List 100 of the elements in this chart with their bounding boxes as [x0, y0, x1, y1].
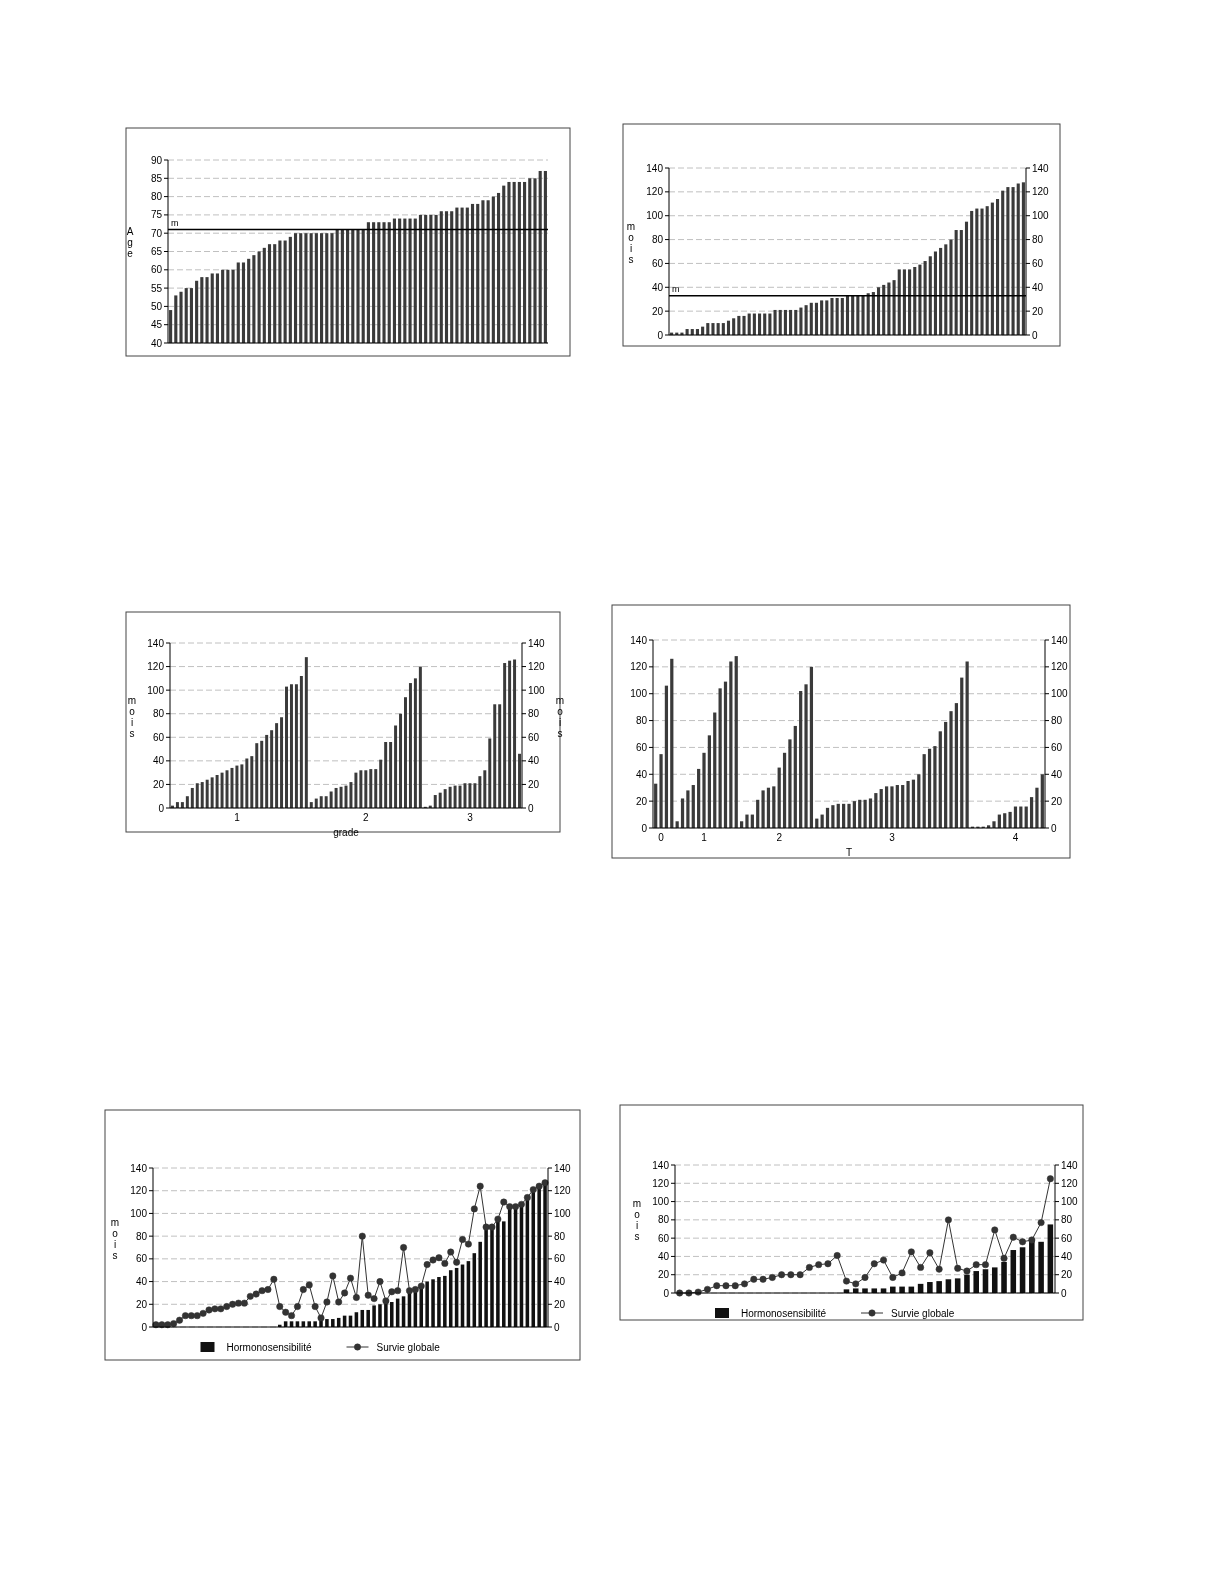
y2-tick-label: 80 [1061, 1214, 1073, 1226]
y-tick-label: 20 [635, 795, 648, 807]
y-tick-label: 140 [130, 1162, 148, 1174]
y-tick-label: 140 [630, 634, 648, 646]
y2-tick-label: 60 [1032, 257, 1044, 269]
y2-tick-label: 20 [1061, 1269, 1073, 1281]
y-tick-label: 100 [646, 210, 664, 222]
y2-tick-label: 40 [1051, 768, 1063, 780]
y-tick-label: 60 [150, 264, 163, 276]
y2-tick-label: 140 [554, 1162, 572, 1174]
y-tick-label: 40 [651, 281, 664, 293]
y2-tick-label: 140 [528, 637, 546, 649]
y2-tick-label: 60 [528, 731, 540, 743]
y2-tick-label: 120 [528, 661, 546, 673]
y2-tick-label: 120 [1032, 186, 1050, 198]
y-tick-label: 80 [657, 1214, 670, 1226]
y-tick-label: 140 [646, 162, 664, 174]
y-tick-label: 140 [652, 1159, 670, 1171]
y2-tick-label: 40 [1061, 1250, 1073, 1262]
y-tick-label: 80 [635, 715, 648, 727]
y2-tick-label: 100 [1051, 688, 1069, 700]
y2-tick-label: 0 [528, 802, 534, 814]
y2-tick-label: 140 [1061, 1159, 1079, 1171]
y-tick-label: 100 [630, 688, 648, 700]
y-tick-label: 40 [150, 337, 163, 349]
y-tick-label: 0 [663, 1287, 670, 1299]
y-tick-label: 75 [150, 209, 163, 221]
y-tick-label: 120 [147, 661, 165, 673]
y2-tick-label: 60 [1061, 1232, 1073, 1244]
y-axis-title: mois [127, 694, 137, 739]
y-tick-label: 80 [651, 234, 664, 246]
y2-tick-label: 100 [1032, 210, 1050, 222]
y-tick-label: 120 [130, 1185, 148, 1197]
y-tick-label: 80 [150, 191, 163, 203]
y-tick-label: 0 [657, 329, 664, 341]
y2-tick-label: 40 [528, 755, 540, 767]
y2-tick-label: 40 [554, 1276, 566, 1288]
ref-line-label: m [171, 217, 179, 228]
y2-axis-title: mois [555, 694, 565, 739]
y-tick-label: 20 [152, 778, 165, 790]
y-tick-label: 70 [150, 227, 163, 239]
y-tick-label: 60 [152, 731, 165, 743]
y-tick-label: 120 [646, 186, 664, 198]
y-tick-label: 20 [657, 1269, 670, 1281]
y-tick-label: 60 [651, 257, 664, 269]
y-tick-label: 40 [152, 755, 165, 767]
y-tick-label: 65 [150, 246, 163, 257]
legend-label: Hormonosensibilité [226, 1341, 312, 1353]
y2-tick-label: 100 [528, 684, 546, 696]
y-tick-label: 100 [130, 1207, 148, 1219]
y2-tick-label: 20 [1032, 305, 1044, 317]
y-tick-label: 80 [152, 708, 165, 720]
x-tick-label: 1 [701, 832, 708, 843]
y-tick-label: 20 [135, 1298, 148, 1310]
y-axis-title: mois [626, 220, 636, 265]
y2-tick-label: 140 [1032, 162, 1050, 174]
y-tick-label: 90 [150, 154, 163, 166]
y2-tick-label: 80 [1051, 715, 1063, 727]
y-axis-title: Age [126, 226, 134, 259]
y2-tick-label: 0 [1051, 822, 1057, 834]
y-axis-title: mois [632, 1198, 642, 1242]
y-tick-label: 100 [147, 684, 165, 696]
y-tick-label: 0 [141, 1321, 148, 1333]
y2-tick-label: 20 [528, 778, 540, 790]
y-axis-title: mois [110, 1216, 120, 1261]
x-tick-label: 2 [363, 812, 370, 823]
y-tick-label: 55 [150, 282, 163, 294]
y-tick-label: 40 [135, 1276, 148, 1288]
x-axis-title: T [845, 847, 853, 858]
y2-tick-label: 140 [1051, 634, 1069, 646]
x-tick-label: 1 [234, 812, 241, 823]
y-tick-label: 45 [150, 319, 163, 331]
y2-tick-label: 100 [554, 1207, 572, 1219]
y2-tick-label: 100 [1061, 1196, 1079, 1208]
y2-tick-label: 80 [1032, 234, 1044, 246]
y-tick-label: 40 [635, 768, 648, 780]
y-tick-label: 50 [150, 300, 163, 312]
y2-tick-label: 120 [554, 1185, 572, 1197]
x-axis-title: grade [333, 827, 360, 838]
y2-tick-label: 0 [1061, 1287, 1067, 1299]
y-tick-label: 120 [652, 1177, 670, 1189]
legend-label: Survie globale [891, 1307, 955, 1319]
y2-tick-label: 0 [1032, 329, 1038, 341]
y-tick-label: 40 [657, 1250, 670, 1262]
y2-tick-label: 20 [1051, 795, 1063, 807]
x-tick-label: 4 [1012, 832, 1019, 843]
y2-tick-label: 40 [1032, 281, 1044, 293]
y-tick-label: 80 [135, 1230, 148, 1242]
y2-tick-label: 0 [554, 1321, 560, 1333]
y2-tick-label: 20 [554, 1298, 566, 1310]
y2-tick-label: 80 [528, 708, 540, 720]
y2-tick-label: 60 [554, 1253, 566, 1265]
y2-tick-label: 80 [554, 1230, 566, 1242]
y-tick-label: 100 [652, 1196, 670, 1208]
y2-tick-label: 120 [1061, 1177, 1079, 1189]
y-tick-label: 140 [147, 637, 165, 649]
legend-label: Hormonosensibilité [741, 1307, 827, 1319]
y2-tick-label: 120 [1051, 661, 1069, 673]
y-tick-label: 20 [651, 305, 664, 317]
ref-line-label: m [672, 283, 680, 294]
